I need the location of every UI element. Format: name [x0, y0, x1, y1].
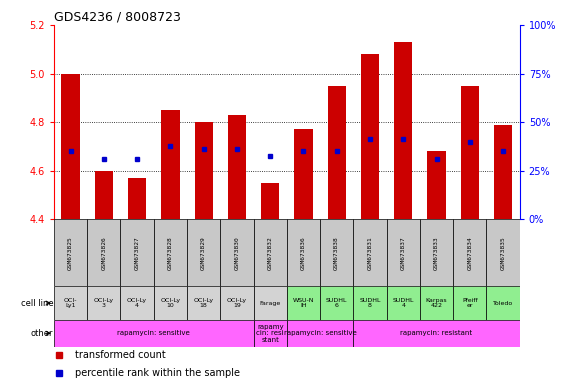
Bar	[87, 219, 120, 286]
Bar	[220, 219, 253, 286]
Text: Toledo: Toledo	[493, 301, 513, 306]
Bar	[287, 219, 320, 286]
Bar	[287, 320, 353, 347]
Bar	[427, 151, 446, 219]
Text: rapamycin: sensitive: rapamycin: sensitive	[118, 330, 190, 336]
Bar	[420, 286, 453, 320]
Bar	[54, 219, 87, 286]
Bar	[120, 286, 154, 320]
Bar	[287, 286, 320, 320]
Text: SUDHL
4: SUDHL 4	[392, 298, 414, 308]
Bar	[54, 320, 253, 347]
Text: SUDHL
6: SUDHL 6	[326, 298, 348, 308]
Text: GSM673838: GSM673838	[334, 236, 339, 270]
Bar	[320, 286, 353, 320]
Text: OCI-Ly
3: OCI-Ly 3	[94, 298, 114, 308]
Bar	[353, 320, 520, 347]
Text: rapamy
cin: resi
stant: rapamy cin: resi stant	[256, 324, 284, 343]
Bar	[253, 219, 287, 286]
Bar	[54, 286, 87, 320]
Text: GDS4236 / 8008723: GDS4236 / 8008723	[54, 11, 181, 24]
Bar	[194, 122, 213, 219]
Bar	[486, 286, 520, 320]
Bar	[294, 129, 312, 219]
Bar	[187, 219, 220, 286]
Text: GSM673830: GSM673830	[235, 236, 240, 270]
Bar	[228, 115, 246, 219]
Bar	[61, 74, 80, 219]
Text: GSM673828: GSM673828	[168, 236, 173, 270]
Text: cell line: cell line	[20, 299, 53, 308]
Text: GSM673837: GSM673837	[401, 236, 406, 270]
Bar	[453, 286, 486, 320]
Text: GSM673831: GSM673831	[367, 236, 373, 270]
Text: GSM673827: GSM673827	[135, 236, 140, 270]
Text: OCI-Ly
18: OCI-Ly 18	[194, 298, 214, 308]
Bar	[161, 110, 179, 219]
Text: WSU-N
IH: WSU-N IH	[293, 298, 314, 308]
Bar	[394, 42, 412, 219]
Bar	[387, 219, 420, 286]
Bar	[353, 219, 387, 286]
Bar	[320, 219, 353, 286]
Text: GSM673835: GSM673835	[500, 236, 506, 270]
Text: rapamycin: resistant: rapamycin: resistant	[400, 330, 473, 336]
Bar	[453, 219, 486, 286]
Text: SUDHL
8: SUDHL 8	[360, 298, 381, 308]
Bar	[87, 286, 120, 320]
Text: GSM673833: GSM673833	[434, 236, 439, 270]
Bar	[253, 286, 287, 320]
Bar	[220, 286, 253, 320]
Text: GSM673825: GSM673825	[68, 236, 73, 270]
Bar	[494, 124, 512, 219]
Text: GSM673834: GSM673834	[467, 236, 473, 270]
Bar	[353, 286, 387, 320]
Text: OCI-Ly
10: OCI-Ly 10	[160, 298, 181, 308]
Text: OCI-Ly
4: OCI-Ly 4	[127, 298, 147, 308]
Text: OCI-Ly
19: OCI-Ly 19	[227, 298, 247, 308]
Text: percentile rank within the sample: percentile rank within the sample	[75, 369, 240, 379]
Bar	[120, 219, 154, 286]
Bar	[253, 320, 287, 347]
Bar	[261, 183, 279, 219]
Text: GSM673826: GSM673826	[101, 236, 106, 270]
Bar	[328, 86, 346, 219]
Bar	[486, 219, 520, 286]
Bar	[95, 171, 113, 219]
Text: rapamycin: sensitive: rapamycin: sensitive	[284, 330, 357, 336]
Bar	[420, 219, 453, 286]
Text: transformed count: transformed count	[75, 350, 166, 360]
Bar	[187, 286, 220, 320]
Bar	[387, 286, 420, 320]
Bar	[361, 54, 379, 219]
Text: Karpas
422: Karpas 422	[426, 298, 448, 308]
Bar	[461, 86, 479, 219]
Bar	[154, 219, 187, 286]
Text: other: other	[31, 329, 53, 338]
Text: GSM673836: GSM673836	[301, 236, 306, 270]
Text: Farage: Farage	[260, 301, 281, 306]
Text: GSM673829: GSM673829	[201, 236, 206, 270]
Bar	[128, 178, 147, 219]
Text: OCI-
Ly1: OCI- Ly1	[64, 298, 77, 308]
Text: GSM673832: GSM673832	[268, 236, 273, 270]
Text: Pfeiff
er: Pfeiff er	[462, 298, 478, 308]
Bar	[154, 286, 187, 320]
